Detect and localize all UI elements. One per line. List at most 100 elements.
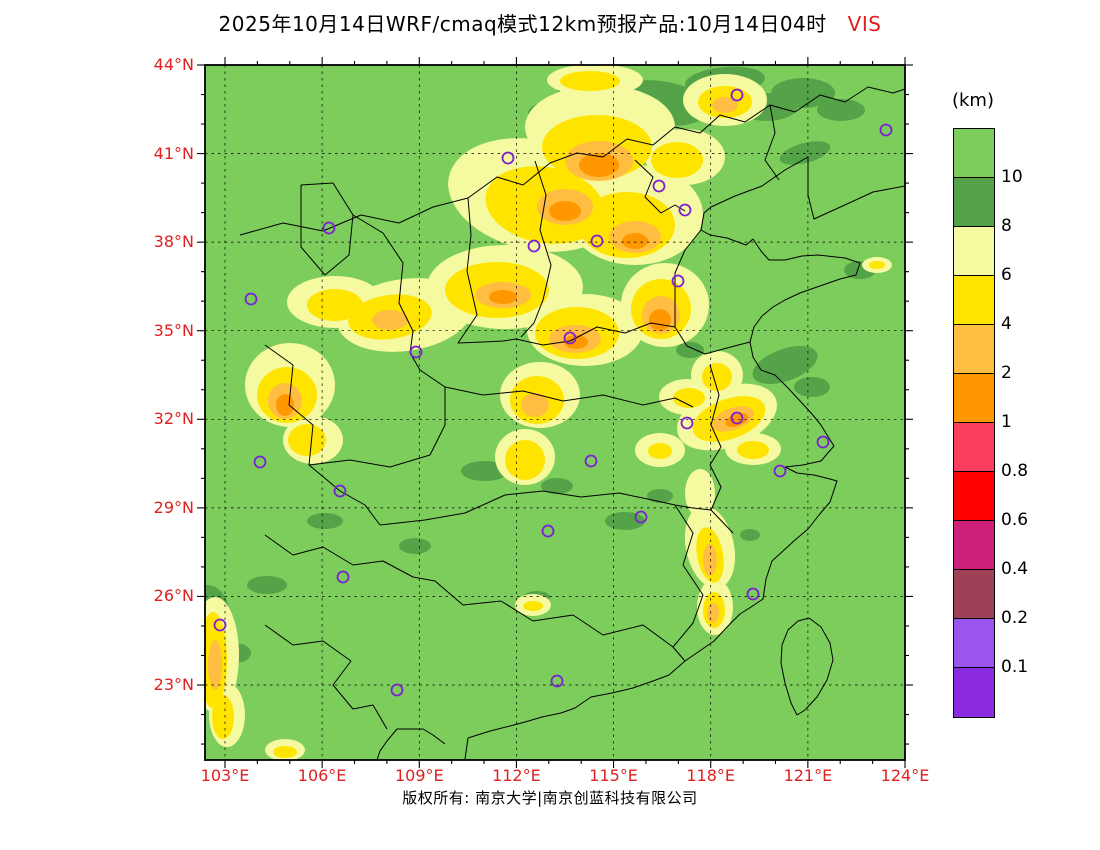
city-marker bbox=[563, 331, 577, 345]
city-marker bbox=[336, 570, 350, 584]
boundary-line bbox=[376, 728, 446, 760]
contour-blob bbox=[247, 576, 287, 594]
colorbar-level-label: 0.1 bbox=[1001, 657, 1029, 677]
colorbar-level-label: 10 bbox=[1001, 167, 1023, 187]
colorbar-level-label: 6 bbox=[1001, 265, 1012, 285]
city-marker bbox=[409, 345, 423, 359]
contour-blob bbox=[771, 78, 835, 108]
colorbar-cell bbox=[954, 178, 994, 227]
contour-blob bbox=[649, 309, 671, 331]
colorbar-level-label: 0.2 bbox=[1001, 608, 1029, 628]
colorbar-cell bbox=[954, 570, 994, 619]
colorbar-cell bbox=[954, 521, 994, 570]
boundary-line bbox=[464, 156, 905, 760]
contour-blob bbox=[651, 142, 703, 178]
contour-blob bbox=[752, 345, 818, 385]
contour-blob bbox=[521, 393, 549, 417]
lon-tick-label: 118°E bbox=[686, 766, 736, 785]
colorbar bbox=[953, 128, 995, 718]
colorbar-cell bbox=[954, 276, 994, 325]
city-marker bbox=[253, 455, 267, 469]
lat-tick-label: 38°N bbox=[153, 232, 194, 252]
city-marker bbox=[678, 203, 692, 217]
city-marker bbox=[333, 484, 347, 498]
colorbar-unit-label: (km) bbox=[951, 90, 994, 111]
boundary-line bbox=[352, 214, 446, 388]
contour-blob bbox=[779, 141, 831, 165]
boundary-line bbox=[674, 229, 702, 327]
lon-tick-label: 121°E bbox=[783, 766, 833, 785]
city-marker bbox=[322, 221, 336, 235]
boundary-line bbox=[264, 534, 502, 606]
contour-blob bbox=[707, 603, 719, 623]
contour-blob bbox=[541, 478, 573, 494]
contour-blob bbox=[579, 153, 619, 177]
colorbar-level-label: 8 bbox=[1001, 216, 1012, 236]
contour-blob bbox=[549, 201, 581, 221]
variable-label-vis: VIS bbox=[847, 12, 882, 36]
contour-blob bbox=[740, 529, 760, 541]
city-marker bbox=[244, 292, 258, 306]
lon-tick-label: 103°E bbox=[200, 766, 250, 785]
contour-blob bbox=[288, 424, 326, 456]
colorbar-cell bbox=[954, 374, 994, 423]
contour-blob bbox=[307, 289, 363, 321]
lon-tick-label: 115°E bbox=[589, 766, 638, 785]
colorbar-level-label: 0.4 bbox=[1001, 559, 1029, 579]
lon-tick-label: 106°E bbox=[297, 766, 347, 785]
colorbar-cell bbox=[954, 423, 994, 472]
colorbar-cell bbox=[954, 619, 994, 668]
contour-blob bbox=[212, 695, 234, 739]
contour-blob bbox=[869, 261, 885, 269]
boundary-line bbox=[308, 387, 446, 468]
colorbar-cell bbox=[954, 227, 994, 276]
contour-blob bbox=[817, 99, 865, 121]
contour-blob bbox=[307, 513, 343, 529]
contour-blob bbox=[676, 342, 704, 358]
colorbar-level-label: 4 bbox=[1001, 314, 1012, 334]
city-marker bbox=[879, 123, 893, 137]
contour-blob bbox=[505, 440, 545, 480]
copyright-text: 版权所有: 南京大学|南京创蓝科技有限公司 bbox=[402, 789, 698, 807]
contour-blob bbox=[673, 388, 705, 408]
contour-blob bbox=[560, 71, 620, 91]
contour-blob bbox=[702, 363, 732, 391]
lat-tick-label: 35°N bbox=[153, 320, 194, 340]
contour-blob bbox=[273, 746, 297, 758]
lon-tick-label: 109°E bbox=[394, 766, 444, 785]
contour-blob bbox=[372, 310, 408, 330]
contour-blob bbox=[794, 377, 830, 397]
contour-blob bbox=[523, 601, 543, 611]
boundary-line bbox=[379, 490, 676, 526]
contour-blob bbox=[712, 97, 738, 113]
map-canvas bbox=[193, 53, 917, 772]
colorbar-cell bbox=[954, 668, 994, 717]
contour-blob bbox=[685, 469, 715, 517]
city-marker bbox=[213, 618, 227, 632]
lat-tick-label: 29°N bbox=[153, 497, 194, 517]
map-frame bbox=[204, 64, 906, 761]
boundary-line bbox=[520, 160, 552, 338]
contour-blob bbox=[703, 544, 717, 576]
city-marker bbox=[634, 510, 648, 524]
lat-tick-label: 32°N bbox=[153, 409, 194, 429]
colorbar-level-label: 1 bbox=[1001, 412, 1012, 432]
vis-2-4km-amber bbox=[208, 97, 755, 690]
contour-blob bbox=[605, 512, 645, 530]
contour-blob bbox=[647, 489, 673, 503]
lon-tick-label: 112°E bbox=[492, 766, 541, 785]
page-title: 2025年10月14日WRF/cmaq模式12km预报产品:10月14日04时 … bbox=[0, 8, 1100, 37]
lat-tick-label: 44°N bbox=[153, 55, 194, 74]
city-marker bbox=[816, 435, 830, 449]
city-marker bbox=[730, 88, 744, 102]
boundary-line bbox=[709, 364, 734, 534]
contour-blob bbox=[648, 443, 672, 459]
contour-blob bbox=[622, 233, 648, 249]
boundary-line bbox=[300, 182, 354, 276]
boundary-line bbox=[444, 386, 694, 408]
contour-blob bbox=[489, 290, 517, 304]
city-marker bbox=[730, 411, 744, 425]
boundary-line bbox=[672, 504, 704, 648]
lat-tick-label: 41°N bbox=[153, 143, 194, 163]
boundary-line bbox=[457, 197, 517, 344]
